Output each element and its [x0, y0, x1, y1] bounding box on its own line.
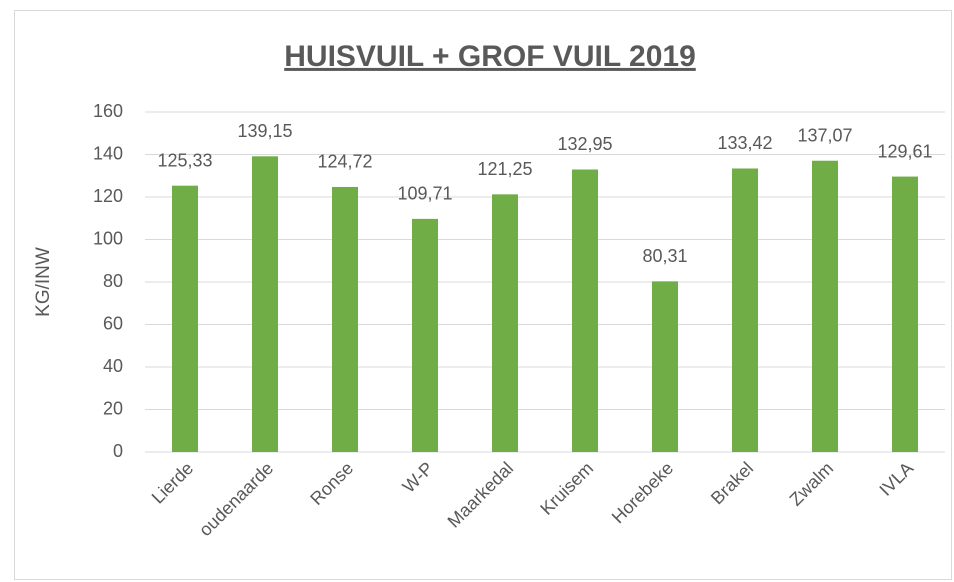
y-tick-label: 60	[103, 313, 123, 333]
data-label: 137,07	[797, 125, 852, 145]
bar	[812, 160, 838, 452]
y-tick-label: 20	[103, 398, 123, 418]
bar	[252, 156, 278, 452]
data-label: 132,95	[557, 134, 612, 154]
bar	[492, 194, 518, 452]
bar	[572, 169, 598, 452]
y-tick-label: 0	[113, 441, 123, 461]
data-label: 124,72	[317, 152, 372, 172]
data-label: 80,31	[642, 246, 687, 266]
bar	[732, 168, 758, 453]
y-axis-label: KG/INW	[33, 247, 54, 317]
bar	[172, 185, 198, 452]
chart-border	[14, 10, 952, 580]
data-label: 129,61	[877, 141, 932, 161]
data-label: 109,71	[397, 184, 452, 204]
data-label: 139,15	[237, 121, 292, 141]
chart-title: HUISVUIL + GROF VUIL 2019	[284, 40, 696, 73]
y-tick-label: 40	[103, 356, 123, 376]
data-label: 133,42	[717, 133, 772, 153]
y-tick-label: 120	[93, 186, 123, 206]
y-tick-label: 80	[103, 271, 123, 291]
y-tick-label: 140	[93, 143, 123, 163]
y-tick-label: 160	[93, 101, 123, 121]
bar	[892, 176, 918, 453]
data-label: 121,25	[477, 159, 532, 179]
bar	[412, 218, 438, 452]
data-label: 125,33	[157, 150, 212, 170]
bar	[652, 281, 678, 452]
y-tick-label: 100	[93, 228, 123, 248]
bar	[332, 186, 358, 452]
